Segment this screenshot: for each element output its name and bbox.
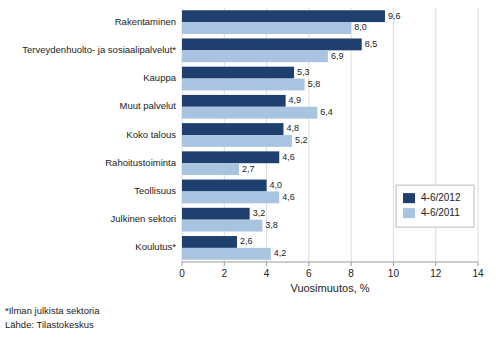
- data-label: 4,8: [286, 123, 299, 133]
- tick-mark: [224, 262, 225, 266]
- tick-mark: [351, 262, 352, 266]
- bar: [182, 38, 362, 50]
- category-label: Terveydenhuolto- ja sosiaalipalvelut*: [22, 44, 176, 55]
- chart: 0 2 4 6 8 10 12 14 Vuosimuutos, % Rakentaminen Ter…: [0, 0, 496, 341]
- footnote: Lähde: Tilastokeskus: [5, 319, 94, 330]
- data-label: 5,3: [297, 67, 310, 77]
- bar: [182, 50, 328, 62]
- grid-line: [393, 8, 394, 262]
- tick-mark: [182, 262, 183, 266]
- tick-label: 0: [179, 268, 185, 279]
- bar: [182, 163, 239, 175]
- category-label: Rahoitustoiminta: [105, 157, 176, 168]
- axis-line: [182, 262, 478, 263]
- tick-mark: [266, 262, 267, 266]
- category-label: Rakentaminen: [115, 16, 176, 27]
- tick-label: 10: [388, 268, 400, 279]
- category-label: Koko talous: [126, 129, 176, 140]
- data-label: 4,9: [289, 95, 302, 105]
- tick-mark: [308, 262, 309, 266]
- data-label: 3,2: [253, 208, 266, 218]
- data-label: 2,7: [242, 164, 255, 174]
- footnote: *Ilman julkista sektoria: [5, 305, 100, 316]
- x-axis: 0 2 4 6 8 10 12 14: [179, 8, 484, 279]
- data-label: 8,0: [354, 22, 367, 32]
- bar: [182, 191, 279, 203]
- bar: [182, 79, 305, 91]
- tick-mark: [435, 262, 436, 266]
- data-label: 5,2: [295, 135, 308, 145]
- tick-label: 14: [472, 268, 484, 279]
- legend-swatch: [403, 193, 415, 203]
- legend-label: 4-6/2012: [421, 192, 461, 203]
- bars: [182, 10, 385, 259]
- category-label: Julkinen sektori: [111, 213, 176, 224]
- legend-label: 4-6/2011: [421, 207, 460, 218]
- data-label: 4,6: [282, 152, 295, 162]
- tick-label: 4: [264, 268, 270, 279]
- bar: [182, 208, 250, 220]
- category-label: Muut palvelut: [119, 100, 176, 111]
- bar: [182, 22, 351, 34]
- tick-mark: [478, 262, 479, 266]
- bar: [182, 107, 317, 119]
- bar: [182, 67, 294, 79]
- data-label: 6,9: [331, 51, 344, 61]
- grid-line: [478, 8, 479, 262]
- bar: [182, 10, 385, 22]
- bar: [182, 236, 237, 248]
- data-label: 4,2: [274, 248, 287, 258]
- legend-box: [396, 185, 474, 227]
- x-axis-label: Vuosimuutos, %: [290, 282, 369, 294]
- data-label: 9,6: [388, 11, 401, 21]
- category-label: Teollisuus: [134, 185, 176, 196]
- bar: [182, 135, 292, 147]
- data-label: 5,8: [308, 79, 321, 89]
- tick-label: 2: [222, 268, 228, 279]
- tick-label: 8: [348, 268, 354, 279]
- bar: [182, 220, 262, 232]
- data-label: 4,6: [282, 192, 295, 202]
- category-label: Kauppa: [143, 72, 176, 83]
- tick-label: 12: [430, 268, 442, 279]
- bar: [182, 180, 267, 192]
- legend-swatch: [403, 208, 415, 218]
- data-label: 8,5: [365, 39, 378, 49]
- data-label: 2,6: [240, 236, 253, 246]
- category-label: Koulutus*: [135, 241, 176, 252]
- bar: [182, 151, 279, 163]
- tick-mark: [393, 262, 394, 266]
- data-label: 3,8: [265, 220, 278, 230]
- bar: [182, 248, 271, 260]
- data-label: 6,4: [320, 107, 333, 117]
- data-label: 4,0: [270, 180, 283, 190]
- data-labels: 9,6 8,5 5,3 4,9 4,8 4,6 4,0 3,2 2,6 8,0 6,9 5,8 6,4 5…: [240, 11, 401, 259]
- legend: 4-6/2012 4-6/2011: [396, 185, 474, 227]
- bar: [182, 95, 286, 107]
- tick-label: 6: [306, 268, 312, 279]
- bar: [182, 123, 283, 135]
